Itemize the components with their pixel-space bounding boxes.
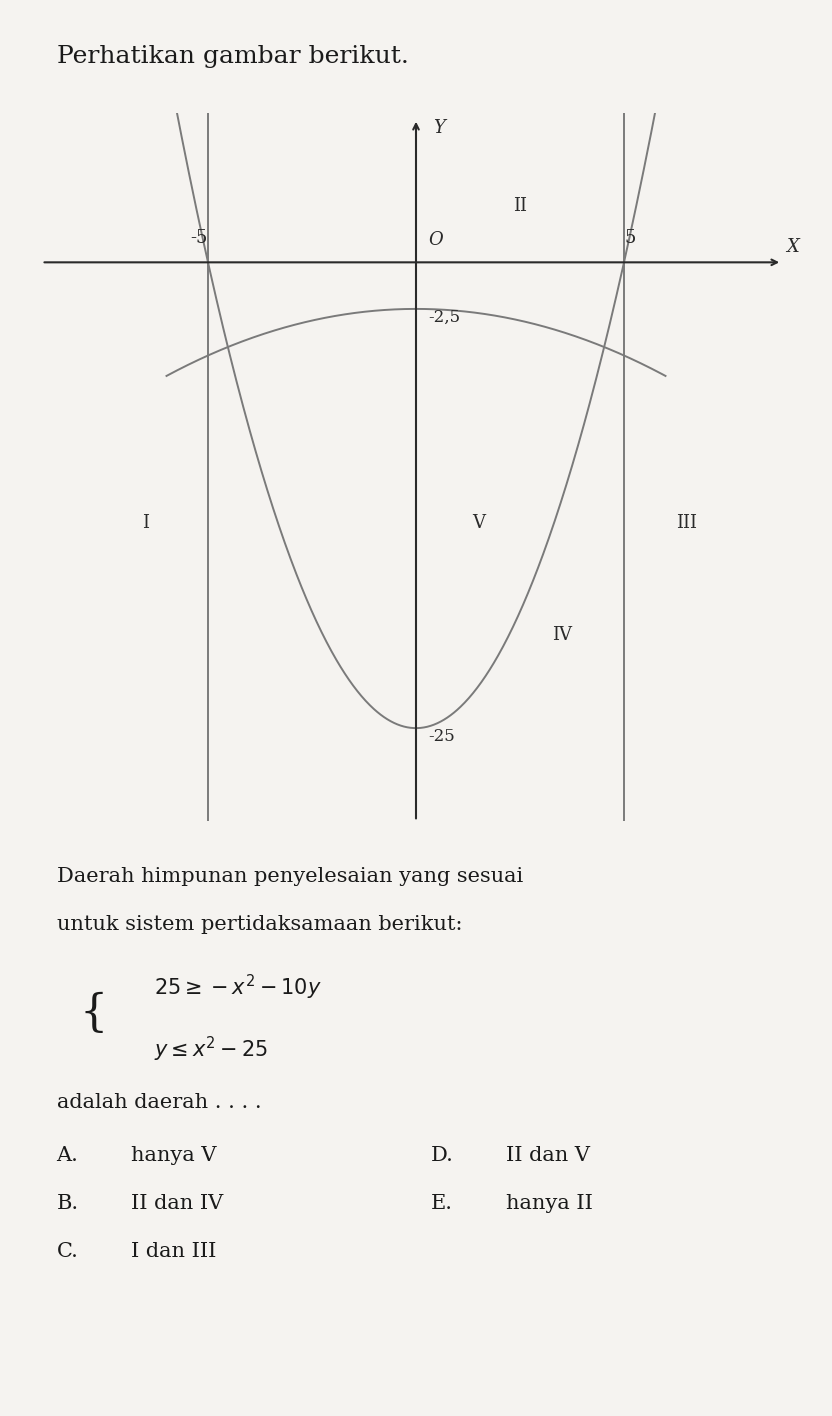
Text: E.: E. xyxy=(431,1194,453,1214)
Text: IV: IV xyxy=(552,626,572,644)
Text: adalah daerah . . . .: adalah daerah . . . . xyxy=(57,1093,261,1112)
Text: V: V xyxy=(472,514,485,532)
Text: Perhatikan gambar berikut.: Perhatikan gambar berikut. xyxy=(57,45,409,68)
Text: O: O xyxy=(428,231,443,249)
Text: $y \leq x^2 - 25$: $y \leq x^2 - 25$ xyxy=(154,1035,268,1065)
Text: Daerah himpunan penyelesaian yang sesuai: Daerah himpunan penyelesaian yang sesuai xyxy=(57,867,522,885)
Text: II dan V: II dan V xyxy=(506,1146,590,1165)
Text: D.: D. xyxy=(431,1146,453,1165)
Text: hanya II: hanya II xyxy=(506,1194,592,1214)
Text: $25 \geq -x^2 - 10y$: $25 \geq -x^2 - 10y$ xyxy=(154,973,322,1001)
Text: -2,5: -2,5 xyxy=(428,309,461,326)
Text: I dan III: I dan III xyxy=(131,1242,217,1262)
Text: III: III xyxy=(676,514,697,532)
Text: I: I xyxy=(142,514,149,532)
Text: -25: -25 xyxy=(428,728,455,745)
Text: B.: B. xyxy=(57,1194,79,1214)
Text: II: II xyxy=(513,197,527,215)
Text: Y: Y xyxy=(433,119,444,137)
Text: 5: 5 xyxy=(624,229,636,248)
Text: -5: -5 xyxy=(191,229,208,248)
Text: II dan IV: II dan IV xyxy=(131,1194,224,1214)
Text: C.: C. xyxy=(57,1242,78,1262)
Text: hanya V: hanya V xyxy=(131,1146,217,1165)
Text: A.: A. xyxy=(57,1146,78,1165)
Text: untuk sistem pertidaksamaan berikut:: untuk sistem pertidaksamaan berikut: xyxy=(57,915,462,933)
Text: {: { xyxy=(80,991,108,1035)
Text: X: X xyxy=(786,238,799,256)
